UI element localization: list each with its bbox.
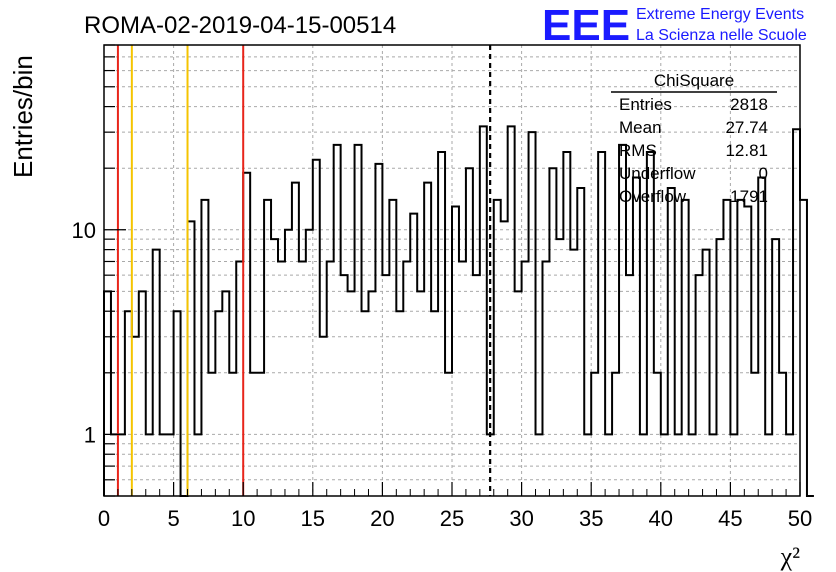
stats-value-overflow: 1791 xyxy=(730,187,768,206)
histogram xyxy=(103,125,814,497)
eee-logo: EEE xyxy=(542,1,630,50)
x-tick-label: 40 xyxy=(649,506,673,531)
histogram-outline xyxy=(103,125,814,497)
logo-line-2: La Scienza nelle Scuole xyxy=(636,27,807,44)
stats-label-mean: Mean xyxy=(619,118,662,137)
stats-value-entries: 2818 xyxy=(730,95,768,114)
stats-label-underflow: Underflow xyxy=(619,164,696,183)
axes: 0 5 10 15 20 25 30 35 40 45 50 1 10 xyxy=(72,44,812,531)
x-axis-title: χ² xyxy=(780,542,801,571)
y-tick-label: 1 xyxy=(84,422,96,447)
x-tick-label: 15 xyxy=(301,506,325,531)
y-axis-title: Entries/bin xyxy=(8,55,38,178)
stats-value-underflow: 0 xyxy=(759,164,768,183)
x-tick-label: 30 xyxy=(509,506,533,531)
x-tick-label: 35 xyxy=(579,506,603,531)
stats-label-rms: RMS xyxy=(619,141,657,160)
x-tick-label: 0 xyxy=(98,506,110,531)
stats-value-mean: 27.74 xyxy=(725,118,768,137)
stats-value-rms: 12.81 xyxy=(725,141,768,160)
chart-title: ROMA-02-2019-04-15-00514 xyxy=(84,12,396,39)
x-tick-label: 10 xyxy=(231,506,255,531)
stats-box-name: ChiSquare xyxy=(654,71,734,90)
stats-label-overflow: Overflow xyxy=(619,187,687,206)
reference-lines xyxy=(116,45,492,496)
stats-label-entries: Entries xyxy=(619,95,672,114)
x-tick-label: 45 xyxy=(718,506,742,531)
x-tick-label: 20 xyxy=(370,506,394,531)
x-tick-label: 50 xyxy=(788,506,812,531)
stats-box: ChiSquare Entries 2818 Mean 27.74 RMS 12… xyxy=(611,71,777,206)
y-tick-label: 10 xyxy=(72,218,96,243)
logo-line-1: Extreme Energy Events xyxy=(636,6,804,23)
x-tick-label: 25 xyxy=(440,506,464,531)
x-tick-label: 5 xyxy=(167,506,179,531)
